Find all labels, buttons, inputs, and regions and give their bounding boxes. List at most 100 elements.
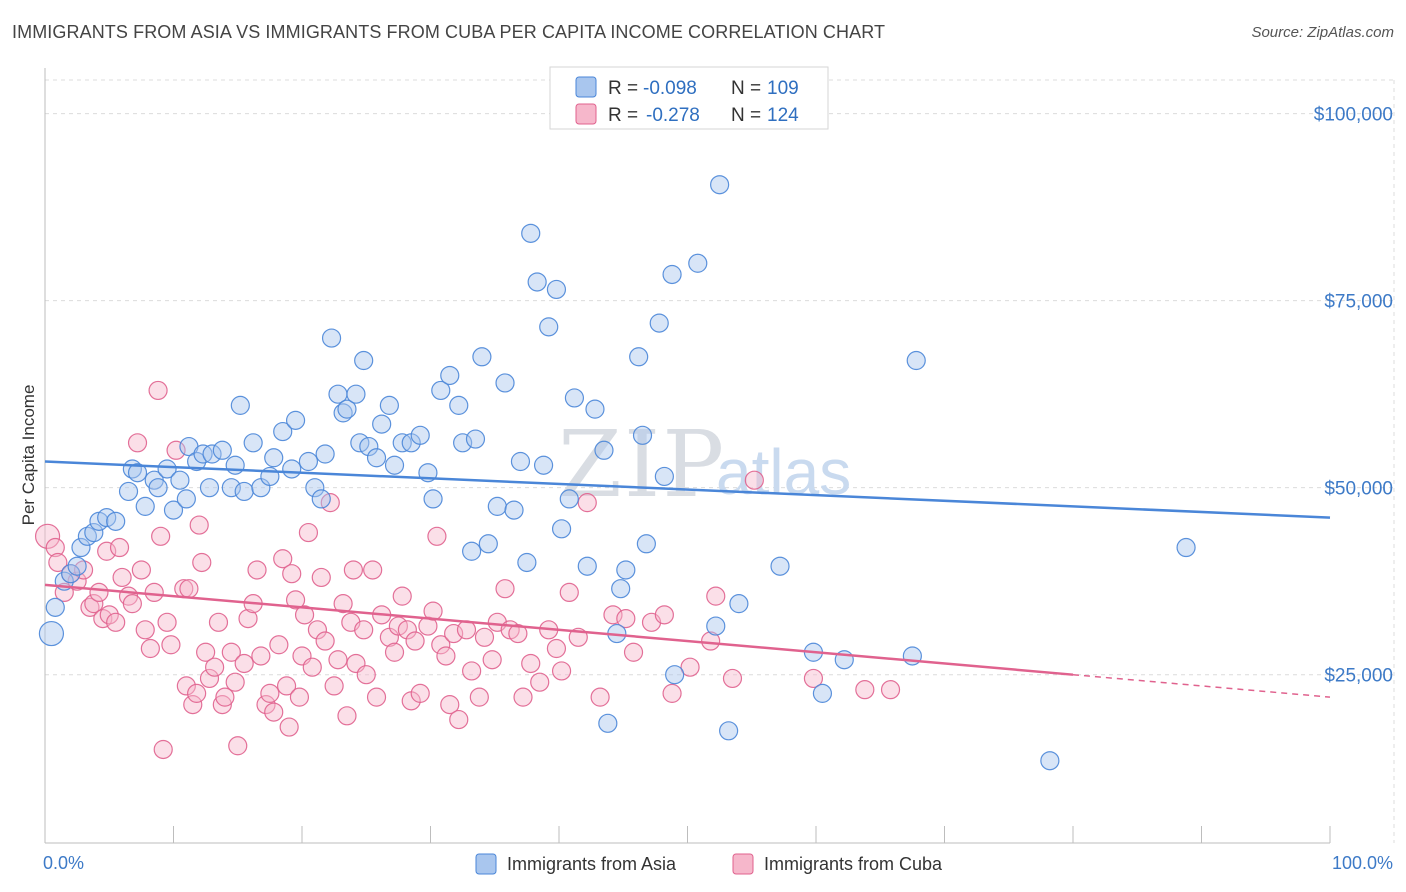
data-point	[585, 399, 605, 419]
data-point	[247, 560, 267, 580]
data-point	[34, 523, 61, 549]
data-point	[427, 526, 447, 546]
data-point	[397, 620, 417, 640]
data-point	[346, 384, 366, 404]
data-point	[366, 448, 387, 468]
data-point	[354, 620, 374, 640]
data-point	[722, 668, 743, 689]
data-point	[372, 414, 392, 434]
data-point	[112, 567, 132, 588]
data-point	[559, 489, 579, 509]
data-point	[662, 683, 682, 703]
data-point	[328, 650, 348, 670]
data-point	[665, 665, 685, 685]
data-point	[495, 579, 515, 599]
y-tick-label: $75,000	[1324, 292, 1393, 313]
data-point	[264, 448, 284, 468]
data-point	[603, 605, 623, 625]
data-point	[279, 717, 299, 737]
data-point	[273, 421, 293, 442]
data-point	[122, 594, 142, 614]
data-point	[230, 395, 250, 415]
data-point	[333, 594, 353, 614]
y-tick-label: $50,000	[1324, 479, 1393, 500]
data-point	[356, 665, 376, 685]
data-point	[465, 429, 486, 449]
x-tick-label-max: 100.0%	[1332, 853, 1393, 873]
data-point	[127, 463, 148, 483]
data-point	[187, 451, 207, 472]
data-point	[366, 687, 387, 707]
data-point	[559, 582, 579, 603]
data-point	[510, 451, 531, 472]
data-point	[812, 683, 833, 703]
data-point	[590, 687, 610, 707]
data-point	[131, 560, 151, 580]
data-point	[530, 672, 550, 692]
data-point	[616, 560, 636, 580]
data-point	[431, 380, 451, 401]
data-point	[654, 466, 674, 487]
data-point	[151, 526, 171, 546]
legend-n-label-asia: N =	[731, 78, 761, 99]
data-point	[649, 313, 669, 333]
data-point	[662, 264, 682, 285]
legend-r-value-cuba: -0.278	[646, 105, 700, 126]
data-point	[623, 642, 644, 662]
data-point	[482, 650, 502, 670]
data-point	[472, 347, 492, 367]
bottom-legend-swatch-asia	[475, 853, 497, 875]
trend-line-asia	[44, 460, 1331, 519]
data-point	[144, 582, 164, 603]
data-point	[97, 541, 117, 561]
bottom-legend-swatch-cuba	[732, 853, 754, 875]
data-point	[260, 683, 280, 703]
data-point	[513, 687, 533, 707]
data-point	[706, 586, 726, 606]
data-point	[276, 676, 297, 696]
data-point	[710, 175, 730, 195]
data-point	[256, 695, 276, 715]
data-point	[176, 676, 196, 696]
data-point	[855, 680, 875, 700]
data-point	[282, 564, 302, 584]
data-point	[269, 635, 289, 655]
data-point	[333, 403, 353, 423]
data-point	[521, 653, 541, 674]
data-point	[106, 612, 126, 632]
data-point	[577, 556, 597, 576]
trend-line-cuba-extension	[1072, 673, 1331, 698]
data-point	[431, 635, 451, 655]
trend-lines	[44, 460, 1331, 698]
data-point	[577, 493, 597, 513]
data-point	[495, 373, 515, 393]
data-point	[212, 440, 232, 460]
data-point	[706, 616, 726, 636]
data-point	[462, 661, 482, 681]
data-point	[440, 365, 460, 386]
data-point	[118, 481, 139, 502]
y-tick-label: $25,000	[1324, 666, 1393, 687]
series-legend: Immigrants from Asia Immigrants from Cub…	[475, 853, 943, 875]
data-point	[67, 556, 87, 576]
data-point	[243, 433, 263, 453]
data-point	[478, 534, 498, 554]
data-point	[45, 537, 65, 558]
data-point	[80, 597, 100, 617]
legend-r-value-asia: -0.098	[643, 78, 697, 99]
data-point	[384, 455, 405, 475]
data-point	[453, 433, 473, 453]
data-point	[215, 687, 235, 707]
data-point	[551, 519, 572, 539]
watermark-atlas: atlas	[716, 436, 851, 508]
source-note: Source: ZipAtlas.com	[1251, 24, 1394, 41]
data-point	[504, 500, 524, 520]
data-point	[212, 695, 232, 715]
data-point	[632, 425, 653, 445]
data-point	[273, 549, 293, 569]
data-point	[719, 721, 739, 741]
data-point	[84, 594, 104, 614]
data-point	[680, 657, 700, 677]
data-point	[594, 440, 614, 460]
data-point	[202, 444, 222, 464]
